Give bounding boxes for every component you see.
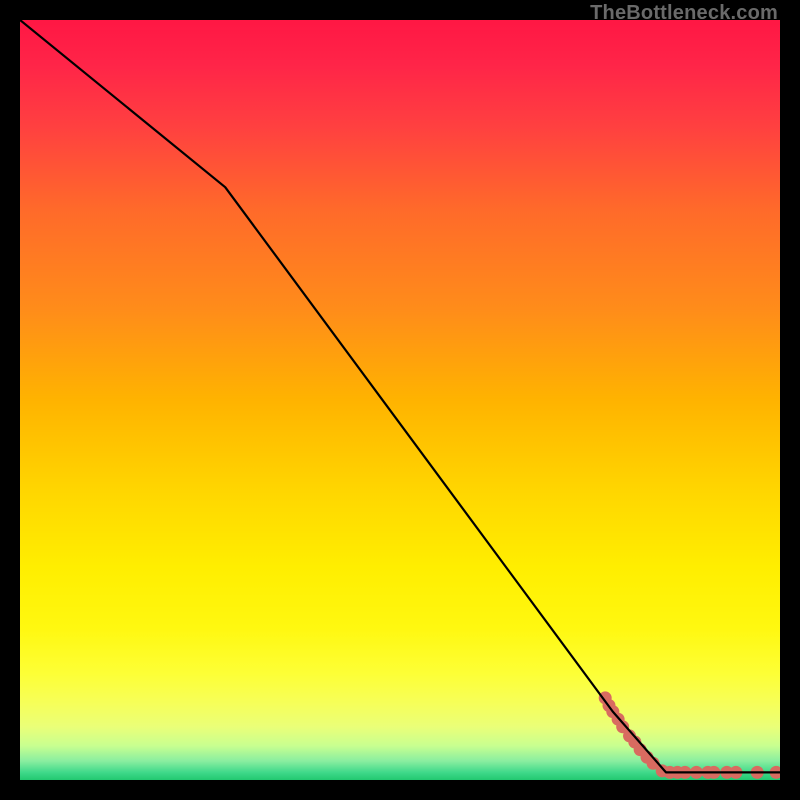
plot-svg	[20, 20, 780, 780]
gradient-background	[20, 20, 780, 780]
plot-area	[20, 20, 780, 780]
chart-container: TheBottleneck.com	[0, 0, 800, 800]
